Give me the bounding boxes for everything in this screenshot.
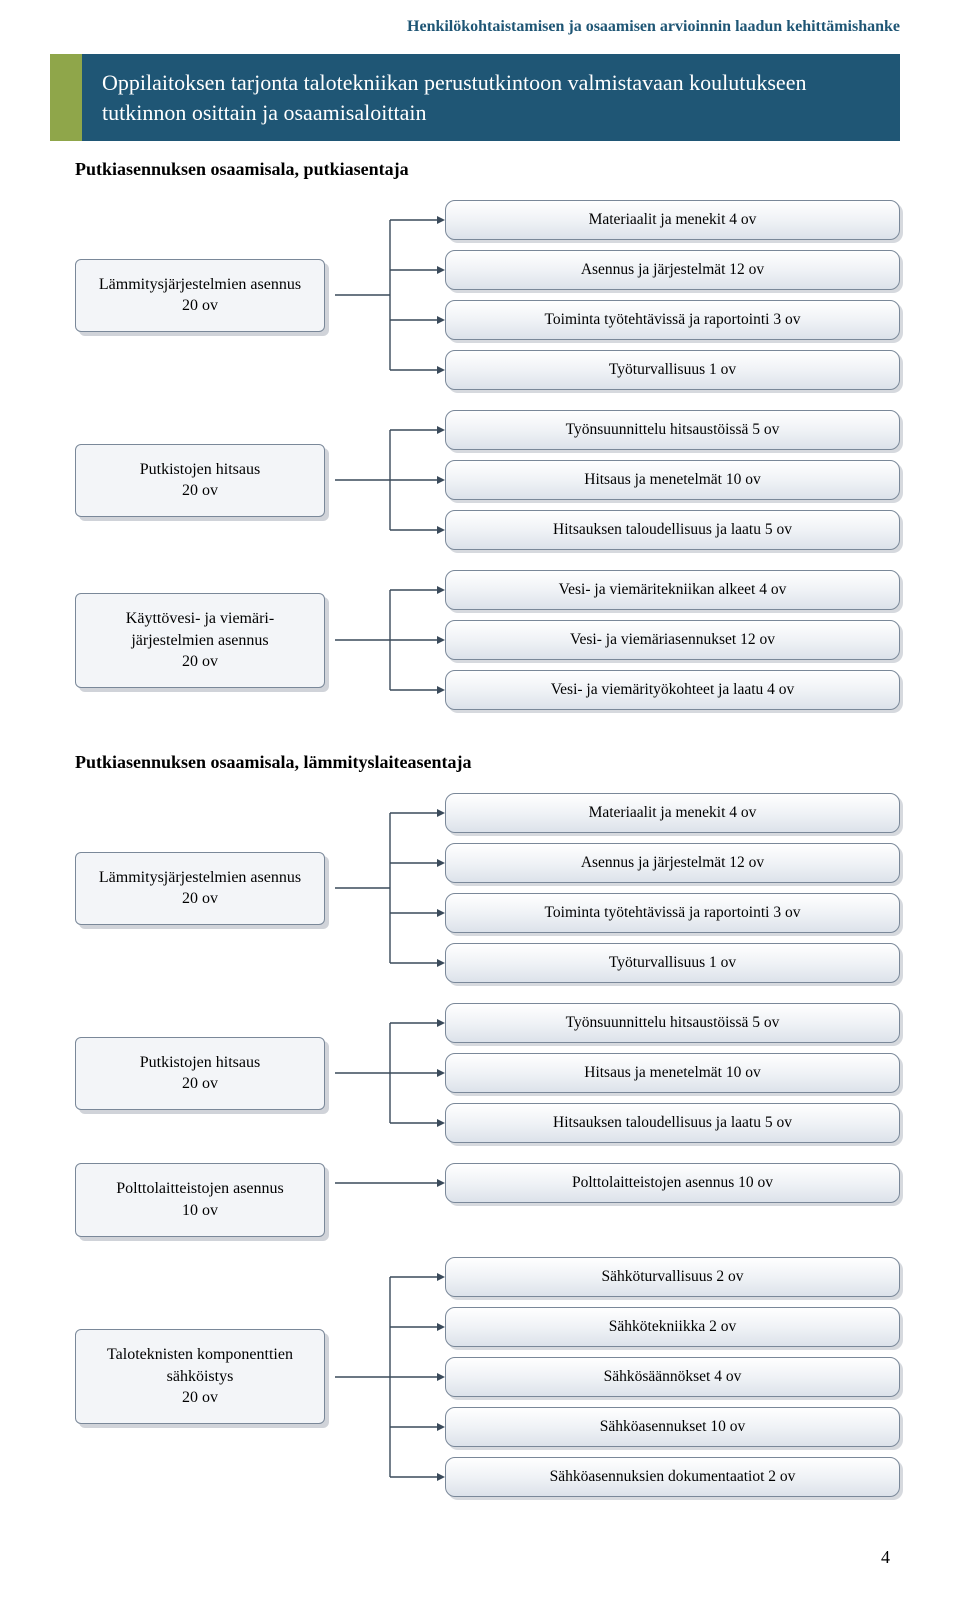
submodule-box: Asennus ja järjestelmät 12 ov (445, 250, 900, 290)
submodule-box: Vesi- ja viemärityökohteet ja laatu 4 ov (445, 670, 900, 710)
connector (335, 1163, 445, 1203)
submodule-box: Toiminta työtehtävissä ja raportointi 3 … (445, 300, 900, 340)
submodule-box: Vesi- ja viemäritekniikan alkeet 4 ov (445, 570, 900, 610)
submodule-col: Polttolaitteistojen asennus 10 ov (445, 1163, 900, 1236)
connector (335, 200, 445, 390)
section-content: Lämmitysjärjestelmien asennus20 ov Materi… (0, 200, 960, 710)
submodule-box: Vesi- ja viemäriasennukset 12 ov (445, 620, 900, 660)
module-row: Lämmitysjärjestelmien asennus20 ov Materi… (75, 793, 900, 983)
module-row: Taloteknisten komponenttiensähköistys20 … (75, 1257, 900, 1497)
module-row: Polttolaitteistojen asennus10 ov Polttola… (75, 1163, 900, 1236)
submodule-box: Sähkötekniikka 2 ov (445, 1307, 900, 1347)
connector (335, 1003, 445, 1143)
page-number: 4 (0, 1517, 960, 1568)
submodule-box: Sähköasennukset 10 ov (445, 1407, 900, 1447)
submodule-box: Toiminta työtehtävissä ja raportointi 3 … (445, 893, 900, 933)
section-content: Lämmitysjärjestelmien asennus20 ov Materi… (0, 793, 960, 1496)
submodule-box: Asennus ja järjestelmät 12 ov (445, 843, 900, 883)
submodule-box: Hitsaus ja menetelmät 10 ov (445, 1053, 900, 1093)
submodule-col: Materiaalit ja menekit 4 ov Asennus ja jä… (445, 793, 900, 983)
submodule-box: Hitsauksen taloudellisuus ja laatu 5 ov (445, 1103, 900, 1143)
module-row: Käyttövesi- ja viemäri-järjestelmien ase… (75, 570, 900, 710)
module-box: Käyttövesi- ja viemäri-järjestelmien ase… (75, 593, 325, 688)
submodule-col: Materiaalit ja menekit 4 ov Asennus ja jä… (445, 200, 900, 390)
submodule-col: Työnsuunnittelu hitsaustöissä 5 ov Hitsau… (445, 1003, 900, 1143)
connector (335, 1257, 445, 1497)
module-row: Putkistojen hitsaus20 ov Työnsuunnittelu … (75, 410, 900, 550)
submodule-box: Työnsuunnittelu hitsaustöissä 5 ov (445, 410, 900, 450)
submodule-box: Materiaalit ja menekit 4 ov (445, 793, 900, 833)
sections-container: Putkiasennuksen osaamisala, putkiasentaj… (0, 149, 960, 1496)
page: Henkilökohtaistamisen ja osaamisen arvio… (0, 0, 960, 1598)
module-left-col: Lämmitysjärjestelmien asennus20 ov (75, 200, 335, 390)
module-left-col: Lämmitysjärjestelmien asennus20 ov (75, 793, 335, 983)
submodule-col: Sähköturvallisuus 2 ov Sähkötekniikka 2 o… (445, 1257, 900, 1497)
submodule-box: Työnsuunnittelu hitsaustöissä 5 ov (445, 1003, 900, 1043)
submodule-col: Työnsuunnittelu hitsaustöissä 5 ov Hitsau… (445, 410, 900, 550)
running-header: Henkilökohtaistamisen ja osaamisen arvio… (0, 0, 960, 46)
section-heading: Putkiasennuksen osaamisala, putkiasentaj… (0, 149, 960, 200)
module-left-col: Polttolaitteistojen asennus10 ov (75, 1163, 335, 1236)
submodule-box: Sähköturvallisuus 2 ov (445, 1257, 900, 1297)
module-box: Putkistojen hitsaus20 ov (75, 444, 325, 517)
submodule-box: Materiaalit ja menekit 4 ov (445, 200, 900, 240)
submodule-box: Hitsaus ja menetelmät 10 ov (445, 460, 900, 500)
title-band: Oppilaitoksen tarjonta talotekniikan per… (50, 54, 900, 141)
submodule-box: Hitsauksen taloudellisuus ja laatu 5 ov (445, 510, 900, 550)
connector (335, 793, 445, 983)
module-row: Lämmitysjärjestelmien asennus20 ov Materi… (75, 200, 900, 390)
module-box: Putkistojen hitsaus20 ov (75, 1037, 325, 1110)
submodule-box: Polttolaitteistojen asennus 10 ov (445, 1163, 900, 1203)
module-box: Taloteknisten komponenttiensähköistys20 … (75, 1329, 325, 1424)
module-box: Polttolaitteistojen asennus10 ov (75, 1163, 325, 1236)
submodule-box: Sähköasennuksien dokumentaatiot 2 ov (445, 1457, 900, 1497)
module-box: Lämmitysjärjestelmien asennus20 ov (75, 852, 325, 925)
module-left-col: Taloteknisten komponenttiensähköistys20 … (75, 1257, 335, 1497)
module-left-col: Putkistojen hitsaus20 ov (75, 410, 335, 550)
connector (335, 410, 445, 550)
submodule-col: Vesi- ja viemäritekniikan alkeet 4 ov Ves… (445, 570, 900, 710)
submodule-box: Sähkösäännökset 4 ov (445, 1357, 900, 1397)
connector (335, 570, 445, 710)
submodule-box: Työturvallisuus 1 ov (445, 350, 900, 390)
section-heading: Putkiasennuksen osaamisala, lämmityslait… (0, 730, 960, 793)
submodule-box: Työturvallisuus 1 ov (445, 943, 900, 983)
module-left-col: Käyttövesi- ja viemäri-järjestelmien ase… (75, 570, 335, 710)
module-row: Putkistojen hitsaus20 ov Työnsuunnittelu … (75, 1003, 900, 1143)
module-left-col: Putkistojen hitsaus20 ov (75, 1003, 335, 1143)
module-box: Lämmitysjärjestelmien asennus20 ov (75, 259, 325, 332)
